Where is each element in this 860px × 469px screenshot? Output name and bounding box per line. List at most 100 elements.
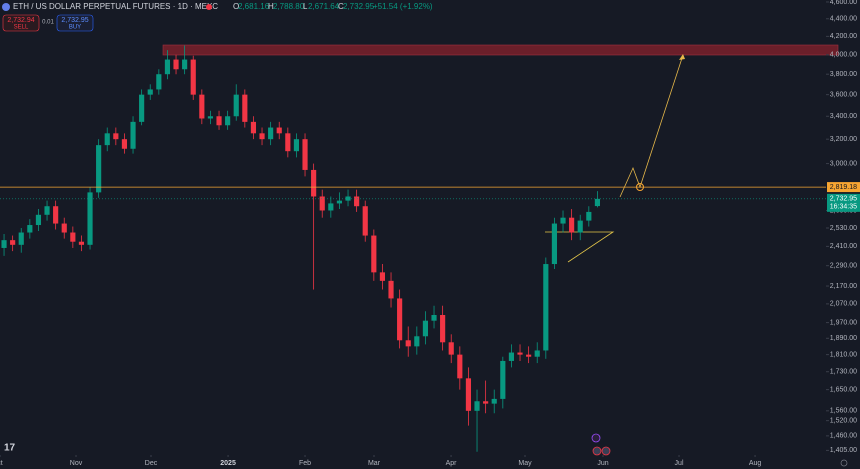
candle-body bbox=[465, 378, 472, 411]
x-tick-label: Apr bbox=[446, 460, 458, 467]
candle-body bbox=[44, 206, 50, 215]
candle-body bbox=[225, 116, 231, 126]
ohlc-key: H bbox=[268, 2, 274, 11]
candle-body bbox=[233, 94, 239, 117]
candle-body bbox=[422, 320, 429, 337]
buy-price: 2,732.95 bbox=[61, 17, 88, 24]
countdown-label: 16:34:35 bbox=[830, 204, 857, 211]
event-icon[interactable] bbox=[592, 446, 602, 456]
x-tick-label: Aug bbox=[749, 460, 762, 467]
event-icon[interactable] bbox=[591, 433, 601, 443]
candle-body bbox=[457, 354, 463, 379]
candle-body bbox=[440, 315, 446, 343]
y-tick-label: 1,650.00 bbox=[830, 386, 857, 393]
candle-body bbox=[336, 200, 343, 204]
candle-body bbox=[18, 232, 24, 245]
y-tick-label: 3,000.00 bbox=[830, 160, 857, 167]
ohlc-key: O bbox=[233, 2, 239, 11]
y-tick-label: 1,460.00 bbox=[830, 433, 857, 440]
ohlc-value: 2,681.16 bbox=[238, 2, 270, 11]
candle-body bbox=[474, 401, 480, 411]
y-tick-label: 4,000.00 bbox=[830, 52, 857, 59]
candle-body bbox=[130, 121, 136, 149]
symbol-title: ETH / US DOLLAR PERPETUAL FUTURES · 1D ·… bbox=[13, 2, 218, 11]
sell-price: 2,732.94 bbox=[7, 17, 34, 24]
candle-body bbox=[397, 298, 403, 341]
sell-label: SELL bbox=[14, 25, 29, 31]
y-tick-label: 4,400.00 bbox=[830, 16, 857, 23]
ohlc-key: C bbox=[338, 2, 344, 11]
y-tick-label: 1,810.00 bbox=[830, 351, 857, 358]
y-tick-label: 3,200.00 bbox=[830, 136, 857, 143]
candle-body bbox=[319, 196, 325, 211]
y-tick-label: 1,970.00 bbox=[830, 319, 857, 326]
candle-body bbox=[371, 235, 377, 273]
candle-body bbox=[543, 264, 549, 351]
candle-body bbox=[78, 241, 85, 245]
y-tick-label: 1,520.00 bbox=[830, 417, 857, 424]
candle-body bbox=[96, 145, 102, 193]
x-tick-label: Feb bbox=[299, 460, 311, 467]
candle-body bbox=[569, 217, 575, 233]
triangle-drawing bbox=[545, 231, 615, 263]
candle-body bbox=[207, 116, 214, 119]
candle-body bbox=[104, 133, 110, 146]
candle-body bbox=[164, 59, 171, 75]
candle-body bbox=[560, 217, 566, 224]
last-price-tag bbox=[827, 193, 860, 212]
y-tick-label: 3,800.00 bbox=[830, 71, 857, 78]
candle-body bbox=[1, 240, 7, 248]
sell-button[interactable] bbox=[2, 14, 40, 32]
settings-icon[interactable] bbox=[840, 459, 848, 467]
y-tick-label: 3,600.00 bbox=[830, 91, 857, 98]
ohlc-readout: O2,681.16H 2,788.80L 2,671.64C 2,732.95+51.… bbox=[233, 2, 433, 11]
buy-button[interactable] bbox=[56, 14, 94, 32]
candle-body bbox=[311, 169, 317, 197]
price-line-tag bbox=[827, 182, 860, 193]
candle-body bbox=[61, 223, 67, 233]
candle-body bbox=[388, 280, 394, 299]
ohlc-key: L bbox=[303, 2, 308, 11]
price-line-label: 2,819.18 bbox=[830, 184, 857, 191]
event-icon[interactable] bbox=[601, 446, 611, 456]
projection-path bbox=[619, 54, 684, 198]
buy-label: BUY bbox=[69, 25, 81, 31]
candle-body bbox=[354, 196, 360, 207]
candle-body bbox=[302, 139, 308, 170]
ohlc-value: 2,788.80 bbox=[273, 2, 305, 11]
candle-body bbox=[53, 206, 59, 224]
candle-body bbox=[448, 342, 454, 355]
y-tick-label: 2,410.00 bbox=[830, 243, 857, 250]
candle-body bbox=[139, 94, 145, 122]
candle-body bbox=[190, 59, 196, 95]
x-tick-label: May bbox=[518, 460, 532, 467]
candle-body bbox=[328, 203, 334, 211]
spread: 0.01 bbox=[42, 20, 54, 26]
x-tick-label: Mar bbox=[368, 460, 381, 467]
candle-body bbox=[173, 59, 179, 70]
candle-body bbox=[586, 211, 592, 221]
x-tick-label: Nov bbox=[70, 460, 83, 467]
y-tick-label: 2,290.00 bbox=[830, 263, 857, 270]
status-dot bbox=[206, 4, 212, 10]
candle-body bbox=[242, 94, 248, 122]
y-tick-label: 2,070.00 bbox=[830, 301, 857, 308]
x-tick-label: Dec bbox=[145, 460, 158, 467]
y-tick-label: 4,200.00 bbox=[830, 33, 857, 40]
candle-body bbox=[293, 139, 300, 152]
candle-body bbox=[259, 133, 265, 140]
candle-body bbox=[577, 220, 583, 233]
ohlc-value: 2,732.95 bbox=[343, 2, 375, 11]
candle-body bbox=[276, 127, 282, 134]
candle-body bbox=[156, 74, 162, 90]
candle-body bbox=[121, 139, 128, 149]
candle-body bbox=[268, 127, 274, 140]
candle-body bbox=[405, 340, 411, 347]
candle-body bbox=[508, 352, 515, 361]
x-tick-label: 2025 bbox=[220, 460, 236, 467]
ohlc-value: 2,671.64 bbox=[308, 2, 340, 11]
candle-body bbox=[27, 225, 33, 233]
candle-body bbox=[285, 133, 291, 152]
